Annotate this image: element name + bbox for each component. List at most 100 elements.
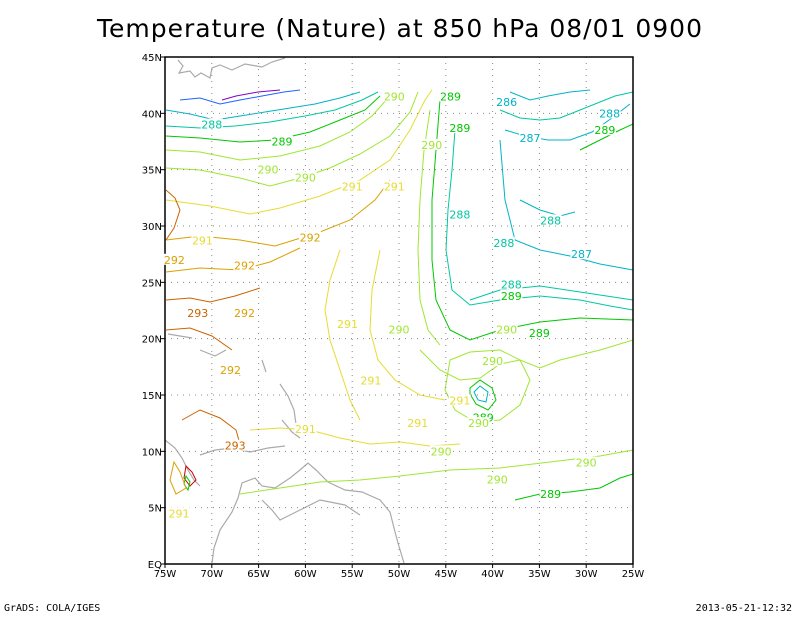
contour-label-bg [336,318,359,330]
contour-line [169,460,187,495]
contour-label-bg [233,259,256,271]
contour-label-bg [500,278,523,290]
contour-line [181,409,241,445]
lon-tick-label: 45W [434,569,457,580]
contour-line [165,287,261,303]
contour-line [179,89,301,105]
contour-label: 288 [493,237,514,250]
contour-line [165,247,301,273]
lon-tick-label: 35W [528,569,551,580]
lat-tick-label: 5N [148,504,162,515]
contour-label: 290 [295,172,316,185]
contour-label: 288 [599,107,620,120]
contour-label-bg [383,90,406,102]
contour-label-bg [570,248,593,260]
footer-timestamp: 2013-05-21-12:32 [695,603,792,614]
contour-label: 291 [337,318,358,331]
contour-label: 292 [164,254,185,267]
contour-label: 290 [487,474,508,487]
lat-tick-label: 20N [142,335,162,346]
contour-label-bg [224,439,247,451]
contour-label-bg [539,488,562,500]
contour-label: 290 [496,324,517,337]
contour-label-bg [191,234,214,246]
contour-label-bg [500,289,523,301]
contour-label: 290 [384,90,405,103]
north-america-coast [177,57,286,79]
map-title: Temperature (Nature) at 850 hPa 08/01 09… [97,14,703,43]
contour-label-bg [495,323,518,335]
contour-label-bg [359,374,382,386]
contour-label: 290 [468,417,489,430]
south-america-inland [261,499,361,521]
contour-label-bg [593,124,616,136]
contour-label: 286 [496,96,517,109]
contour-label-bg [186,306,209,318]
contour-label-bg [219,364,242,376]
lon-tick-label: 60W [294,569,317,580]
lat-tick-label: 45N [142,53,162,64]
contour-line [165,91,379,129]
contour-line [369,249,446,401]
contour-label: 289 [594,124,615,137]
contour-label-bg [448,121,471,133]
contour-label-bg [430,445,453,457]
contour-label: 290 [257,164,278,177]
lat-tick-label: 30N [142,222,162,233]
contour-label-bg [486,473,509,485]
contour-label-bg [467,417,490,429]
south-america-coast [211,462,405,564]
contour-label: 291 [384,181,405,194]
contour-line [469,285,634,301]
lon-tick-label: 65W [247,569,270,580]
contour-line [499,139,634,271]
contour-label-bg [256,163,279,175]
contour-label-bg [539,214,562,226]
contour-label-bg [200,118,223,130]
contour-line [509,89,591,101]
contour-label-bg [481,355,504,367]
contour-line [469,379,497,411]
lon-tick-label: 70W [200,569,223,580]
contour-label-bg [299,231,322,243]
contour-label-bg [271,135,293,147]
contour-lines [165,89,634,501]
lon-tick-label: 50W [388,569,411,580]
contour-label-bg [575,456,598,468]
contour-label-bg [528,327,551,339]
lat-tick-label: 40N [142,109,162,120]
contour-line [417,109,441,346]
lon-tick-label: 55W [341,569,364,580]
coastlines [164,57,405,564]
contour-label: 287 [520,132,541,145]
contour-label-bg [448,208,471,220]
contour-label-bg [495,96,518,108]
contour-label: 290 [431,445,452,458]
contour-line [165,91,361,121]
contour-label-bg [472,411,495,423]
contour-label: 291 [449,395,470,408]
contour-label: 290 [576,457,597,470]
contour-line [165,97,389,161]
contour-label: 291 [342,181,363,194]
contour-label-bg [168,507,191,519]
lon-tick-label: 40W [481,569,504,580]
contour-line [514,473,634,501]
contour-label-bg [439,90,462,102]
contour-label: 288 [201,119,222,132]
contour-label-bg [341,180,364,192]
contour-label-bg [383,180,406,192]
contour-label-bg [492,236,515,248]
contour-label: 292 [234,307,255,320]
lon-tick-label: 30W [575,569,598,580]
contour-line [165,327,233,351]
contour-label-bg [163,253,186,265]
contour-line [183,474,191,492]
contour-label: 291 [192,235,213,248]
axis-ticks: 75W 70W 65W 60W 55W 50W 45W 40W 35W 30W 25W EQ 5N 10N… [142,53,645,580]
contour-line [239,449,634,495]
contour-line [183,464,197,487]
contour-label: 290 [421,139,442,152]
